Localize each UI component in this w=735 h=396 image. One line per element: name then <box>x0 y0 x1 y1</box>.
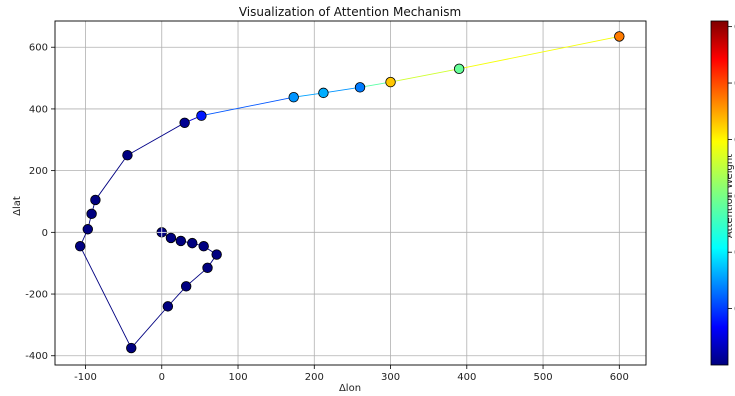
grid <box>55 21 646 365</box>
y-tick-label: 200 <box>29 166 48 177</box>
x-tick-label: 600 <box>610 372 629 383</box>
trajectory-point <box>614 31 625 42</box>
trajectory-segment <box>130 306 169 349</box>
trajectory-point <box>211 249 222 260</box>
x-tick-label: 500 <box>534 372 553 383</box>
axes: -100 0 100 200 300 400 500 600 -400 -200 0 200 400 60… <box>25 20 647 383</box>
x-axis-label: Δlon <box>339 383 361 394</box>
trajectory-point <box>175 235 187 247</box>
x-tick-label: 200 <box>305 372 324 383</box>
trajectory-point <box>126 342 137 354</box>
trajectory-segment <box>323 86 361 94</box>
y-tick-label: 600 <box>29 43 48 54</box>
trajectory-point <box>354 82 366 93</box>
y-tick-label: -400 <box>25 351 48 362</box>
trajectory-segment <box>201 96 294 117</box>
trajectory-point <box>202 262 213 274</box>
chart-title: Visualization of Attention Mechanism <box>239 5 461 19</box>
trajectory-segment <box>459 35 620 70</box>
trajectory-point <box>90 194 101 206</box>
x-tick-label: -100 <box>74 372 97 383</box>
trajectory-segment <box>95 154 128 201</box>
trajectory-segment <box>390 68 460 83</box>
y-axis-label: Δlat <box>12 196 23 216</box>
trajectory-point <box>198 241 209 252</box>
trajectory-points <box>74 31 625 354</box>
trajectory-point <box>179 117 190 129</box>
trajectory-point <box>288 92 299 103</box>
trajectory-point <box>187 237 198 249</box>
trajectory-point <box>162 301 174 312</box>
trajectory-point <box>453 63 465 75</box>
trajectory-point <box>385 76 396 88</box>
y-tick-label: 0 <box>42 228 48 239</box>
trajectory-point <box>74 241 86 252</box>
trajectory-segment <box>79 246 132 349</box>
trajectory-point <box>196 110 207 121</box>
x-tick-label: 100 <box>228 372 247 383</box>
trajectory-point <box>165 232 177 244</box>
trajectory-point <box>122 150 133 161</box>
x-tick-label: 300 <box>381 372 400 383</box>
x-tick-label: 400 <box>457 372 476 383</box>
trajectory-point <box>318 87 329 99</box>
plot-frame <box>54 20 647 366</box>
trajectory-lines <box>79 35 620 349</box>
trajectory-segment <box>127 122 185 156</box>
x-tick-label: 0 <box>159 372 165 383</box>
trajectory-point <box>82 224 93 235</box>
y-tick-label: 400 <box>29 104 48 115</box>
trajectory-point <box>86 208 97 220</box>
y-tick-label: -200 <box>25 290 48 301</box>
trajectory-point <box>180 281 192 292</box>
colorbar-gradient <box>710 20 729 366</box>
